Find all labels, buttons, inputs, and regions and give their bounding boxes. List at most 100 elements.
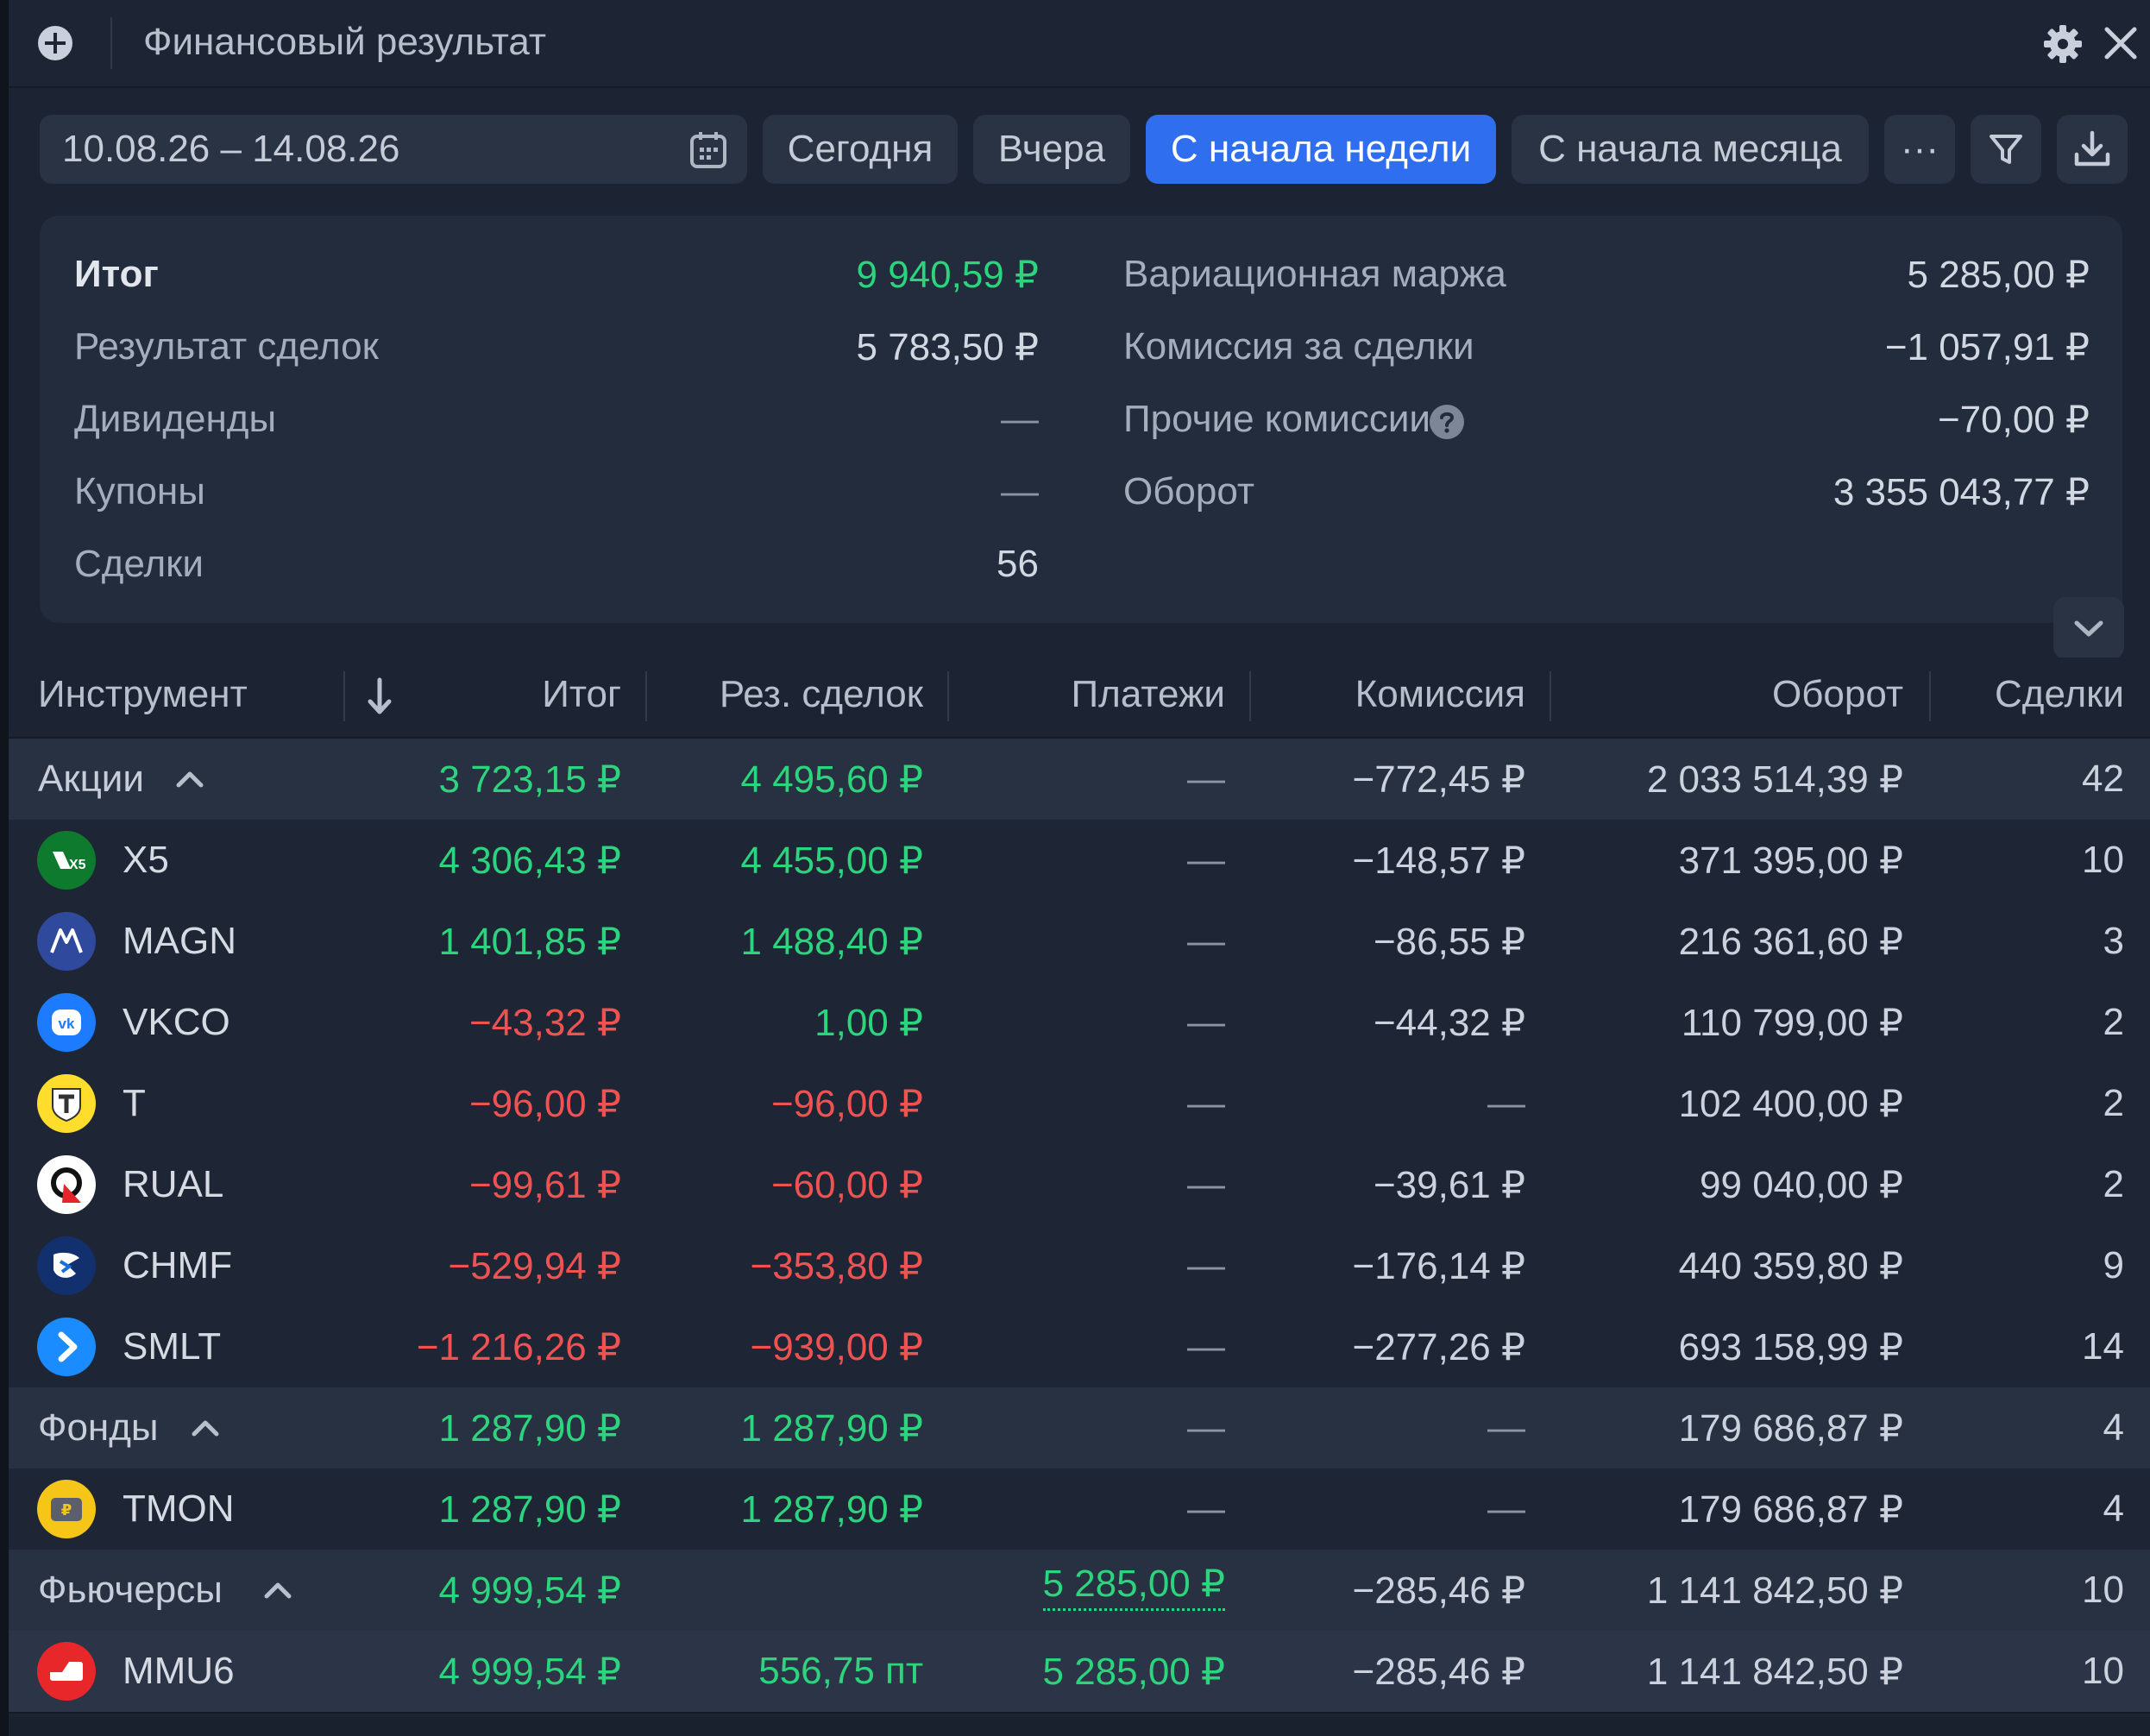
date-range-field[interactable]: 10.08.26 – 14.08.26 <box>40 115 747 184</box>
col-deals-result[interactable]: Рез. сделок <box>719 673 923 715</box>
chevron-up-icon[interactable] <box>261 1576 295 1607</box>
cell-deals-result: 1 287,90 ₽ <box>740 1488 924 1531</box>
cell-commission: −44,32 ₽ <box>1373 1002 1525 1044</box>
x5-logo: X5 <box>37 831 96 890</box>
cell-total: −43,32 ₽ <box>468 1002 621 1044</box>
cell-payments: — <box>1187 1325 1225 1368</box>
summary-deal-commission-value: −1 057,91 ₽ <box>1884 326 2090 368</box>
preset-month-start-button[interactable]: С начала месяца <box>1512 115 1869 184</box>
summary-coupons-label: Купоны <box>74 470 205 513</box>
col-turnover[interactable]: Оборот <box>1771 673 1903 715</box>
close-icon[interactable] <box>2103 26 2138 60</box>
column-divider <box>947 671 949 721</box>
cell-turnover: 2 033 514,39 ₽ <box>1646 758 1903 801</box>
instrument-row-t[interactable]: T −96,00 ₽ −96,00 ₽ — — 102 400,00 ₽ 2 <box>0 1063 2150 1146</box>
svg-text:₽: ₽ <box>61 1501 72 1519</box>
summary-other-commission-label: Прочие комиссии <box>1123 398 1430 440</box>
cell-deals-result: −96,00 ₽ <box>770 1083 923 1125</box>
summary-variation-margin-label: Вариационная маржа <box>1123 253 1506 295</box>
preset-week-start-button[interactable]: С начала недели <box>1146 115 1496 184</box>
cell-turnover: 1 141 842,50 ₽ <box>1646 1651 1903 1693</box>
instrument-row-mmu6[interactable]: MMU6 4 999,54 ₽ 556,75 пт 5 285,00 ₽ −28… <box>0 1631 2150 1714</box>
col-total[interactable]: Итог <box>542 673 621 715</box>
group-row-funds[interactable]: Фонды 1 287,90 ₽ 1 287,90 ₽ — — 179 686,… <box>0 1387 2150 1470</box>
cell-commission: −148,57 ₽ <box>1352 840 1526 882</box>
cell-turnover: 102 400,00 ₽ <box>1678 1083 1903 1125</box>
cell-deals: 10 <box>2082 1569 2124 1611</box>
cell-deals-result: 1 488,40 ₽ <box>740 921 924 963</box>
cell-commission: — <box>1487 1082 1525 1124</box>
summary-turnover-label: Оборот <box>1123 470 1255 513</box>
more-options-button[interactable]: ··· <box>1884 115 1955 184</box>
cell-total: 4 999,54 ₽ <box>438 1569 622 1612</box>
column-divider <box>1249 671 1251 721</box>
payments-link[interactable]: 5 285,00 ₽ <box>1042 1563 1225 1611</box>
col-deals[interactable]: Сделки <box>1995 673 2124 715</box>
preset-today-button[interactable]: Сегодня <box>763 115 958 184</box>
table-footer-strip <box>0 1717 2150 1736</box>
group-row-stocks[interactable]: Акции 3 723,15 ₽ 4 495,60 ₽ — −772,45 ₽ … <box>0 739 2150 821</box>
instrument-ticker: MAGN <box>123 920 236 962</box>
col-payments[interactable]: Платежи <box>1071 673 1225 715</box>
cell-turnover: 216 361,60 ₽ <box>1678 921 1903 963</box>
cell-payments: — <box>1187 1001 1225 1043</box>
instrument-row-vkco[interactable]: vk VKCO −43,32 ₽ 1,00 ₽ — −44,32 ₽ 110 7… <box>0 982 2150 1065</box>
col-instrument[interactable]: Инструмент <box>38 673 248 715</box>
collapse-summary-button[interactable] <box>2053 597 2124 659</box>
cell-payments[interactable]: 5 285,00 ₽ <box>1042 1562 1225 1611</box>
instrument-row-magn[interactable]: MAGN 1 401,85 ₽ 1 488,40 ₽ — −86,55 ₽ 21… <box>0 901 2150 984</box>
instrument-row-smlt[interactable]: SMLT −1 216,26 ₽ −939,00 ₽ — −277,26 ₽ 6… <box>0 1306 2150 1389</box>
table-header: Инструмент Итог Рез. сделок Платежи Коми… <box>0 657 2150 739</box>
preset-yesterday-button[interactable]: Вчера <box>973 115 1130 184</box>
column-divider <box>1929 671 1931 721</box>
calendar-icon[interactable] <box>688 130 728 170</box>
instrument-row-tmon[interactable]: ₽ TMON 1 287,90 ₽ 1 287,90 ₽ — — 179 686… <box>0 1469 2150 1551</box>
summary-other-commission-value: −70,00 ₽ <box>1937 399 2090 441</box>
cell-total: 1 287,90 ₽ <box>438 1407 622 1450</box>
sort-desc-icon[interactable] <box>362 675 397 720</box>
instrument-row-x5[interactable]: X5 X5 4 306,43 ₽ 4 455,00 ₽ — −148,57 ₽ … <box>0 820 2150 903</box>
cell-deals: 4 <box>2103 1406 2124 1449</box>
cell-commission: −277,26 ₽ <box>1352 1326 1526 1368</box>
cell-total: −99,61 ₽ <box>468 1164 621 1206</box>
instrument-ticker: SMLT <box>123 1325 222 1368</box>
cell-deals: 10 <box>2082 839 2124 881</box>
instrument-row-chmf[interactable]: CHMF −529,94 ₽ −353,80 ₽ — −176,14 ₽ 440… <box>0 1225 2150 1308</box>
cell-deals-result: −60,00 ₽ <box>770 1164 923 1206</box>
summary-deals-count-value: 56 <box>996 543 1039 585</box>
cell-turnover: 693 158,99 ₽ <box>1678 1326 1903 1368</box>
group-name: Фьючерсы <box>38 1569 223 1611</box>
cell-commission: −285,46 ₽ <box>1352 1569 1526 1612</box>
add-widget-icon[interactable] <box>36 24 74 62</box>
group-row-futures[interactable]: Фьючерсы 4 999,54 ₽ 5 285,00 ₽ −285,46 ₽… <box>0 1550 2150 1632</box>
col-commission[interactable]: Комиссия <box>1355 673 1525 715</box>
summary-dividends-label: Дивиденды <box>74 398 277 440</box>
window-header: Финансовый результат <box>0 0 2150 88</box>
cell-deals: 10 <box>2082 1650 2124 1692</box>
cell-payments: — <box>1187 920 1225 962</box>
cell-deals: 4 <box>2103 1488 2124 1530</box>
summary-dividends-value: — <box>1001 398 1039 440</box>
cell-total: 1 287,90 ₽ <box>438 1488 622 1531</box>
column-divider <box>645 671 647 721</box>
chevron-up-icon[interactable] <box>173 764 207 796</box>
svg-text:vk: vk <box>59 1016 75 1032</box>
filter-button[interactable] <box>1971 115 2041 184</box>
instrument-row-rual[interactable]: RUAL −99,61 ₽ −60,00 ₽ — −39,61 ₽ 99 040… <box>0 1144 2150 1227</box>
chmf-logo <box>37 1236 96 1295</box>
summary-total-label: Итог <box>74 253 159 295</box>
download-icon <box>2074 130 2110 167</box>
cell-deals-result: −939,00 ₽ <box>750 1326 924 1368</box>
header-divider <box>110 17 112 69</box>
cell-payments: — <box>1187 1163 1225 1205</box>
summary-variation-margin-value: 5 285,00 ₽ <box>1907 254 2090 296</box>
column-divider <box>1550 671 1551 721</box>
cell-commission: −285,46 ₽ <box>1352 1651 1526 1693</box>
t-logo <box>37 1074 96 1133</box>
chevron-up-icon[interactable] <box>188 1413 223 1444</box>
help-icon[interactable] <box>1429 404 1465 440</box>
download-button[interactable] <box>2057 115 2128 184</box>
instrument-ticker: MMU6 <box>123 1650 235 1692</box>
gear-icon[interactable] <box>2043 24 2083 64</box>
